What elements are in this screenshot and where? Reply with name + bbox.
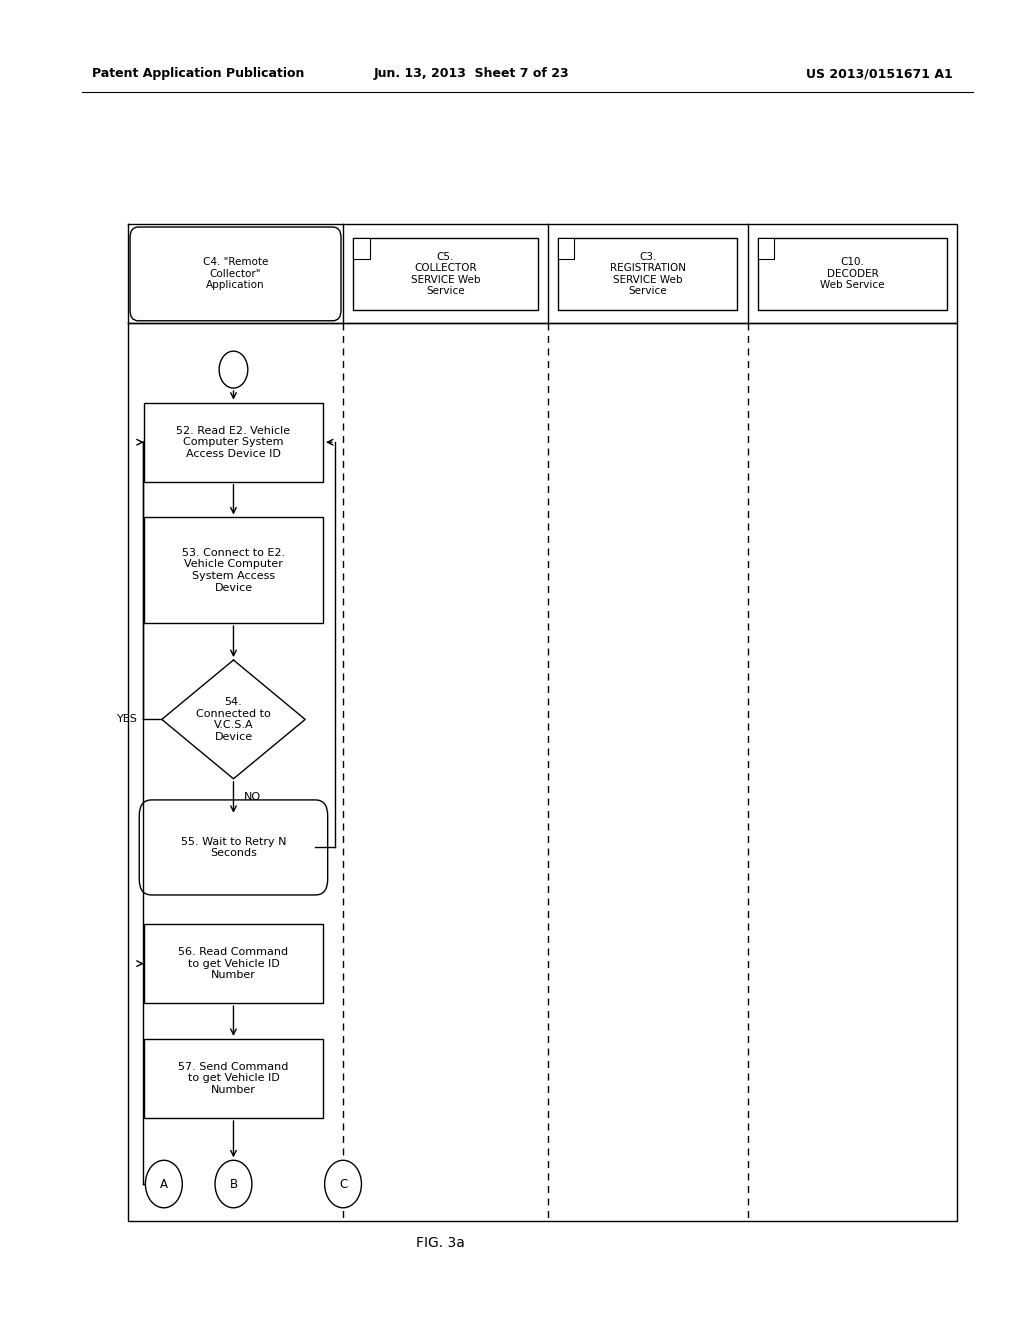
Text: 53. Connect to E2.
Vehicle Computer
System Access
Device: 53. Connect to E2. Vehicle Computer Syst… xyxy=(182,548,285,593)
Text: C4. "Remote
Collector"
Application: C4. "Remote Collector" Application xyxy=(203,257,268,290)
Bar xyxy=(558,238,574,259)
Text: 57. Send Command
to get Vehicle ID
Number: 57. Send Command to get Vehicle ID Numbe… xyxy=(178,1061,289,1096)
Circle shape xyxy=(325,1160,361,1208)
Polygon shape xyxy=(162,660,305,779)
Circle shape xyxy=(215,1160,252,1208)
Bar xyxy=(758,238,947,310)
Bar xyxy=(143,1039,324,1118)
Text: C5.
COLLECTOR
SERVICE Web
Service: C5. COLLECTOR SERVICE Web Service xyxy=(411,252,480,296)
Text: C3.
REGISTRATION
SERVICE Web
Service: C3. REGISTRATION SERVICE Web Service xyxy=(609,252,686,296)
Text: 52. Read E2. Vehicle
Computer System
Access Device ID: 52. Read E2. Vehicle Computer System Acc… xyxy=(176,425,291,459)
Text: 54.
Connected to
V.C.S.A
Device: 54. Connected to V.C.S.A Device xyxy=(197,697,270,742)
Bar xyxy=(558,238,737,310)
Text: Jun. 13, 2013  Sheet 7 of 23: Jun. 13, 2013 Sheet 7 of 23 xyxy=(373,67,569,81)
Bar xyxy=(143,924,324,1003)
Bar xyxy=(353,238,370,259)
Text: 56. Read Command
to get Vehicle ID
Number: 56. Read Command to get Vehicle ID Numbe… xyxy=(178,946,289,981)
Text: FIG. 3a: FIG. 3a xyxy=(416,1237,465,1250)
Text: YES: YES xyxy=(118,714,138,725)
Text: 55. Wait to Retry N
Seconds: 55. Wait to Retry N Seconds xyxy=(180,837,287,858)
Circle shape xyxy=(219,351,248,388)
FancyBboxPatch shape xyxy=(130,227,341,321)
Text: A: A xyxy=(160,1177,168,1191)
Text: C: C xyxy=(339,1177,347,1191)
Bar xyxy=(758,238,774,259)
Circle shape xyxy=(145,1160,182,1208)
Text: US 2013/0151671 A1: US 2013/0151671 A1 xyxy=(806,67,952,81)
Text: B: B xyxy=(229,1177,238,1191)
Bar xyxy=(143,403,324,482)
Bar xyxy=(353,238,538,310)
Text: C10.
DECODER
Web Service: C10. DECODER Web Service xyxy=(820,257,885,290)
Bar xyxy=(143,517,324,623)
Text: Patent Application Publication: Patent Application Publication xyxy=(92,67,304,81)
Text: NO: NO xyxy=(244,792,261,803)
FancyBboxPatch shape xyxy=(139,800,328,895)
